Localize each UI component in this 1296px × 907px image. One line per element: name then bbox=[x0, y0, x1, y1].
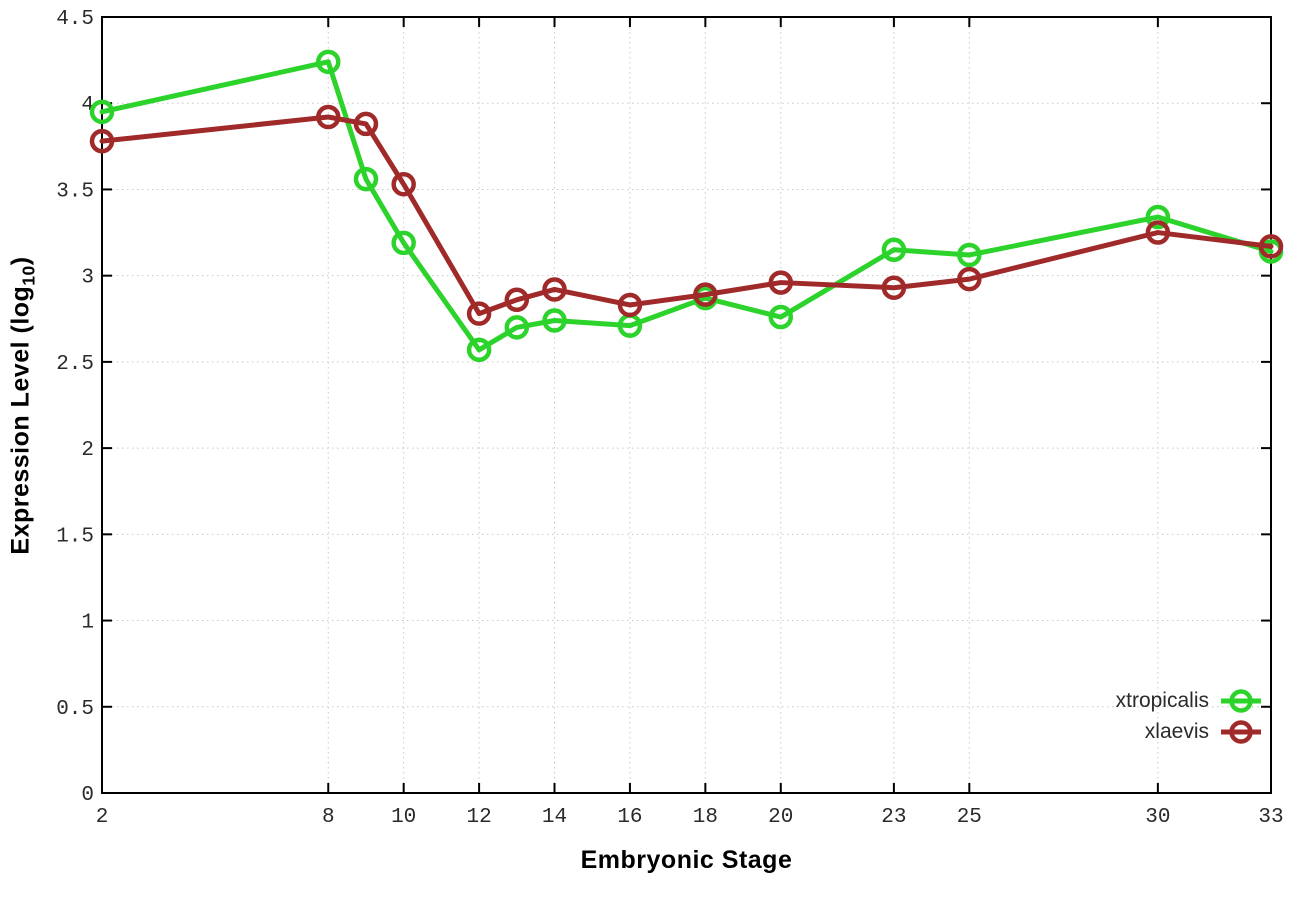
data-point-xtropicalis-stage-13 bbox=[504, 315, 530, 340]
series-line-xtropicalis bbox=[99, 59, 1274, 353]
legend-label-xtropicalis: xtropicalis bbox=[1115, 688, 1209, 712]
legend-marker-xtropicalis-icon bbox=[1221, 688, 1261, 713]
data-point-xlaevis-stage-2 bbox=[89, 128, 115, 154]
legend-marker-xlaevis-icon bbox=[1221, 719, 1261, 744]
x-tick-label-14: 14 bbox=[542, 806, 567, 829]
x-tick-label-20: 20 bbox=[768, 806, 793, 829]
data-point-xlaevis-stage-13 bbox=[504, 287, 530, 313]
y-tick-label-4.5: 4.5 bbox=[56, 8, 94, 31]
legend-label-xlaevis: xlaevis bbox=[1144, 719, 1209, 743]
data-point-xtropicalis-stage-2 bbox=[89, 99, 115, 125]
data-point-xtropicalis-stage-25 bbox=[957, 242, 982, 268]
y-tick-label-1: 1 bbox=[81, 612, 94, 635]
legend: xtropicalis xlaevis bbox=[1116, 686, 1263, 746]
x-tick-label-33: 33 bbox=[1258, 806, 1283, 829]
data-point-xlaevis-stage-9 bbox=[353, 111, 379, 137]
data-point-xlaevis-stage-23 bbox=[881, 275, 907, 300]
series-line-xlaevis bbox=[99, 114, 1274, 317]
x-tick-label-8: 8 bbox=[322, 806, 335, 829]
y-tick-label-3: 3 bbox=[81, 267, 94, 290]
x-axis-label: Embryonic Stage bbox=[580, 846, 793, 874]
x-tick-label-18: 18 bbox=[693, 806, 718, 829]
data-point-xtropicalis-stage-20 bbox=[768, 304, 794, 330]
y-tick-label-2.5: 2.5 bbox=[56, 353, 94, 376]
data-point-xlaevis-stage-20 bbox=[768, 270, 794, 295]
data-point-xtropicalis-stage-12 bbox=[466, 337, 492, 363]
data-point-xlaevis-stage-18 bbox=[693, 282, 718, 307]
y-tick-label-1.5: 1.5 bbox=[56, 525, 94, 548]
data-point-xtropicalis-stage-9 bbox=[353, 166, 379, 192]
y-tick-label-0.5: 0.5 bbox=[56, 698, 94, 721]
data-point-xtropicalis-stage-23 bbox=[881, 237, 907, 263]
data-point-xlaevis-stage-8 bbox=[316, 104, 341, 130]
x-tick-label-25: 25 bbox=[957, 806, 982, 829]
data-point-xtropicalis-stage-10 bbox=[391, 230, 416, 256]
x-tick-label-30: 30 bbox=[1145, 806, 1170, 829]
x-tick-label-16: 16 bbox=[617, 806, 642, 829]
x-tick-label-2: 2 bbox=[96, 806, 109, 829]
data-point-xlaevis-stage-30 bbox=[1145, 220, 1171, 245]
x-tick-label-23: 23 bbox=[881, 806, 906, 829]
data-point-xlaevis-stage-33 bbox=[1258, 234, 1284, 259]
data-point-xlaevis-stage-25 bbox=[957, 266, 982, 292]
data-point-xlaevis-stage-16 bbox=[617, 292, 643, 318]
data-point-xlaevis-stage-14 bbox=[542, 277, 567, 302]
data-point-xlaevis-stage-12 bbox=[466, 301, 492, 326]
x-tick-label-10: 10 bbox=[391, 806, 416, 829]
y-tick-label-2: 2 bbox=[81, 439, 94, 462]
y-tick-label-3.5: 3.5 bbox=[56, 180, 94, 203]
legend-entry-xlaevis: xlaevis bbox=[1116, 717, 1263, 746]
legend-entry-xtropicalis: xtropicalis bbox=[1116, 686, 1263, 715]
data-point-xtropicalis-stage-14 bbox=[542, 308, 567, 333]
x-tick-label-12: 12 bbox=[466, 806, 491, 829]
y-tick-label-0: 0 bbox=[81, 784, 94, 807]
data-point-xlaevis-stage-10 bbox=[391, 172, 416, 197]
data-point-xtropicalis-stage-30 bbox=[1145, 204, 1171, 230]
data-point-xtropicalis-stage-8 bbox=[316, 49, 341, 75]
